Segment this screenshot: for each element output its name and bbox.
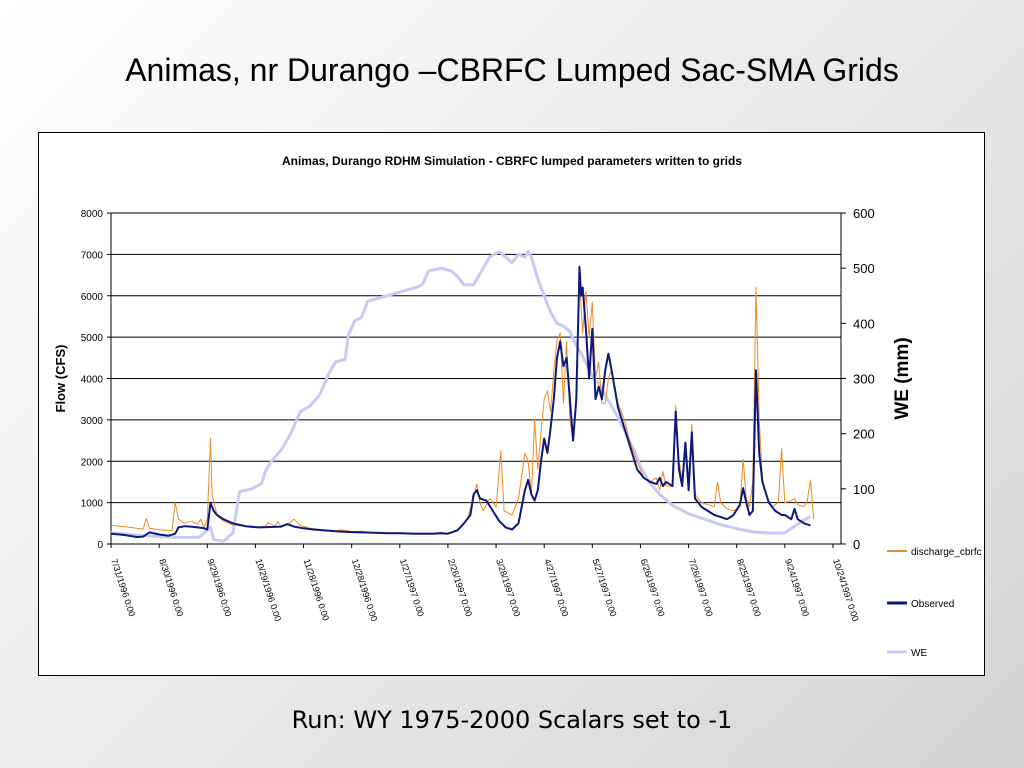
y-tick-label: 0 [97,540,103,551]
slide-title: Animas, nr Durango –CBRFC Lumped Sac-SMA… [125,52,899,88]
series-line-we [110,250,812,543]
y2-tick-label: 600 [853,206,875,221]
y2-tick-label: 200 [853,427,875,442]
y2-tick-label: 100 [853,482,875,497]
y-tick-label: 3000 [81,416,104,427]
legend-label: WE [911,648,927,659]
x-tick-label: 8/25/1997 0:00 [735,558,763,618]
chart-svg: Animas, Durango RDHM Simulation - CBRFC … [53,154,982,659]
y2-tick-label: 500 [853,261,875,276]
x-tick-label: 10/24/1997 0:00 [831,558,861,623]
y2-tick-label: 0 [853,537,860,552]
x-tick-label: 3/28/1997 0:00 [494,558,522,618]
y-tick-label: 6000 [81,292,104,303]
y-tick-label: 4000 [81,375,104,386]
x-tick-label: 7/26/1997 0:00 [687,558,715,618]
legend-label: discharge_cbrfc [911,547,982,558]
series-line-discharge_cbrfc [110,278,815,535]
y2-tick-label: 300 [853,372,875,387]
y-tick-label: 8000 [81,209,104,220]
y-tick-label: 1000 [81,499,104,510]
x-tick-label: 11/28/1996 0:00 [302,558,331,622]
x-tick-label: 2/26/1997 0:00 [446,558,474,618]
x-tick-label: 9/29/1996 0:00 [205,558,233,618]
x-tick-label: 4/27/1997 0:00 [542,558,570,618]
x-tick-label: 5/27/1997 0:00 [590,558,618,618]
y-tick-label: 2000 [81,457,104,468]
series-line-observed [110,265,811,538]
chart-panel: Animas, Durango RDHM Simulation - CBRFC … [38,132,985,676]
y2-tick-label: 400 [853,316,875,331]
slide-caption: Run: WY 1975-2000 Scalars set to -1 [291,706,733,734]
y-tick-label: 7000 [81,250,104,261]
x-tick-label: 8/30/1996 0:00 [157,558,185,618]
legend-label: Observed [911,599,954,610]
x-tick-label: 1/27/1997 0:00 [398,558,426,618]
y2-axis-title: WE (mm) [892,337,913,419]
y-tick-label: 5000 [81,333,104,344]
x-tick-label: 6/26/1997 0:00 [639,558,667,618]
x-tick-label: 7/31/1996 0:00 [109,558,137,618]
x-tick-label: 9/24/1997 0:00 [783,558,811,618]
x-tick-label: 12/28/1996 0:00 [350,558,380,623]
x-tick-label: 10/29/1996 0:00 [253,558,283,623]
y-axis-title: Flow (CFS) [53,345,68,413]
chart-title: Animas, Durango RDHM Simulation - CBRFC … [282,154,742,168]
